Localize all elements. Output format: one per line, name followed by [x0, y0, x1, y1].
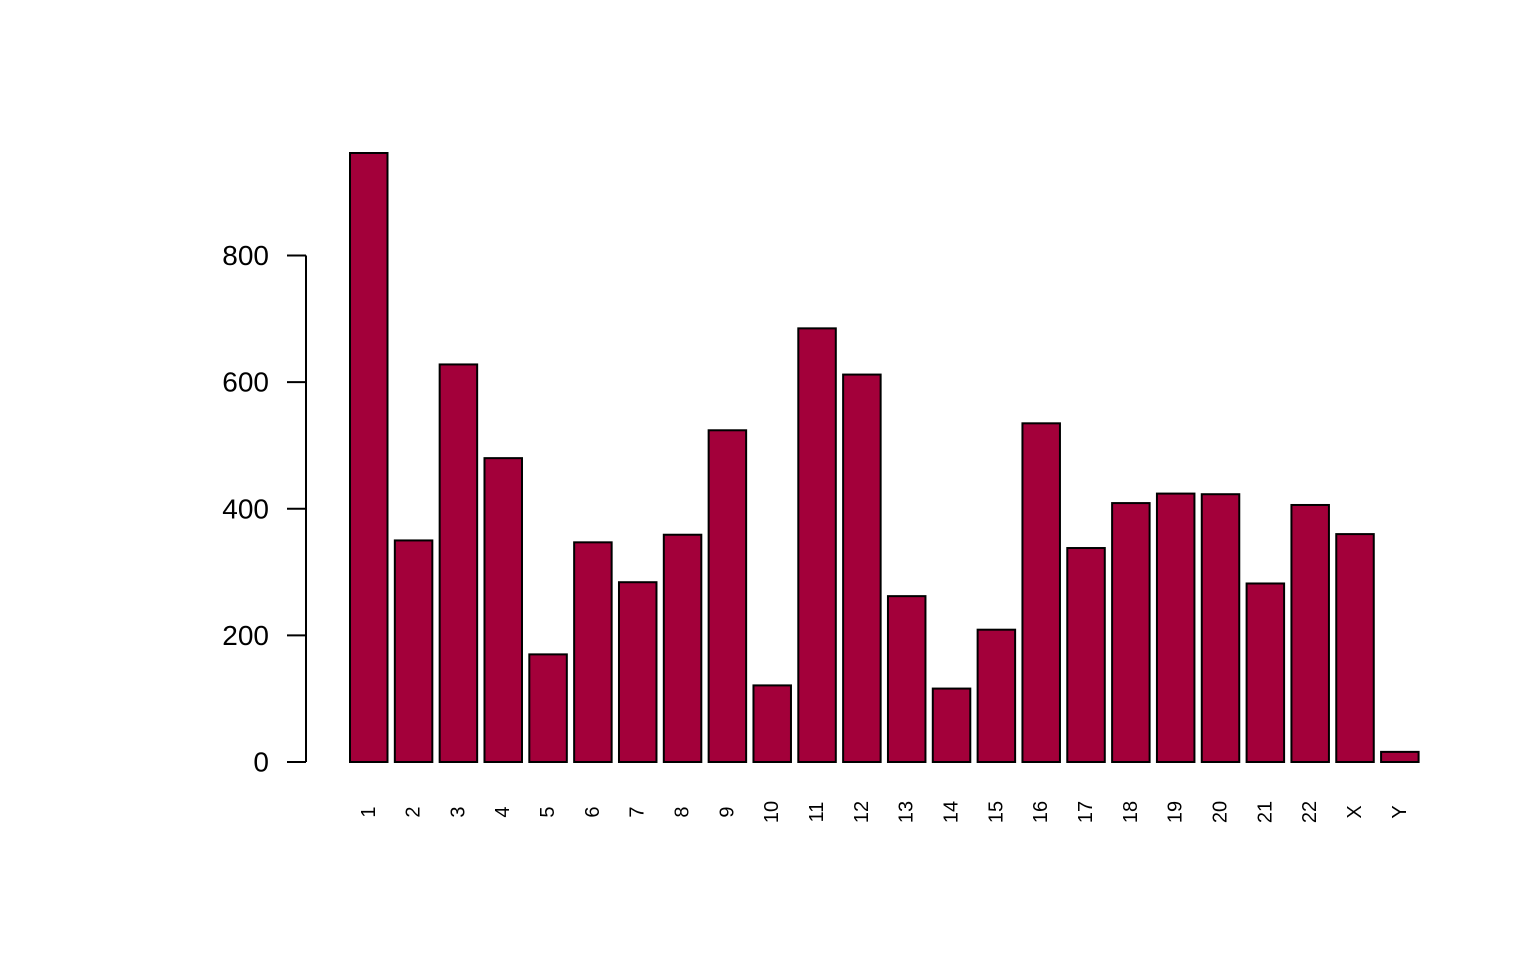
bar [349, 152, 389, 763]
bar [1200, 493, 1241, 763]
bar [617, 581, 658, 763]
bar [393, 539, 434, 763]
x-tick-label: 10 [761, 801, 783, 823]
bar [1021, 422, 1061, 763]
x-tick-label: 22 [1299, 801, 1321, 823]
x-tick-label: 6 [582, 806, 604, 817]
bars-group [349, 152, 1420, 764]
bar [1380, 750, 1420, 763]
bar [1066, 547, 1106, 764]
x-tick-label: 1 [358, 806, 380, 817]
bar [842, 373, 882, 763]
x-tick-label: 5 [537, 806, 559, 817]
y-tick-label: 400 [222, 493, 269, 524]
x-tick-label: 3 [447, 806, 469, 817]
x-tick-label: 13 [896, 801, 918, 823]
bar [662, 533, 703, 763]
x-tick-label: 11 [806, 802, 828, 823]
x-tick-label: 12 [851, 801, 873, 823]
y-tick-label: 800 [222, 240, 269, 271]
y-tick-label: 200 [222, 620, 269, 651]
x-tick-label: 18 [1120, 801, 1142, 823]
bar [528, 653, 568, 763]
y-tick-label: 600 [222, 367, 269, 398]
y-axis: 0 200 400 600 800 [222, 240, 307, 778]
x-tick-label: 9 [716, 806, 738, 817]
bar [931, 687, 972, 763]
x-tick-label: X [1344, 805, 1366, 818]
x-tick-label: Y [1389, 805, 1411, 818]
x-tick-label: 21 [1254, 801, 1276, 823]
bar [976, 628, 1017, 764]
x-tick-label: 8 [672, 806, 694, 817]
y-tick-label: 0 [253, 747, 269, 778]
bar [1335, 533, 1375, 763]
x-tick-label: 19 [1165, 801, 1187, 823]
x-axis-labels: 1 2 3 4 5 6 7 8 9 10 11 12 13 14 15 16 17 18 19 20 21 22 X Y [358, 801, 1411, 823]
bar [1155, 492, 1196, 763]
x-tick-label: 14 [941, 801, 963, 823]
bar [483, 457, 523, 763]
x-tick-label: 2 [403, 806, 425, 817]
x-tick-label: 17 [1075, 801, 1097, 823]
bar [707, 429, 748, 763]
bar [438, 363, 479, 763]
bar [797, 327, 837, 763]
bar [1245, 582, 1286, 763]
bar [1111, 502, 1151, 763]
bar [752, 684, 792, 763]
bar [573, 541, 613, 763]
x-tick-label: 16 [1030, 801, 1052, 823]
x-tick-label: 20 [1210, 801, 1232, 823]
x-tick-label: 15 [985, 801, 1007, 823]
x-tick-label: 4 [492, 806, 514, 817]
x-tick-label: 7 [627, 806, 649, 817]
bar [1290, 503, 1330, 763]
bar [886, 595, 927, 763]
